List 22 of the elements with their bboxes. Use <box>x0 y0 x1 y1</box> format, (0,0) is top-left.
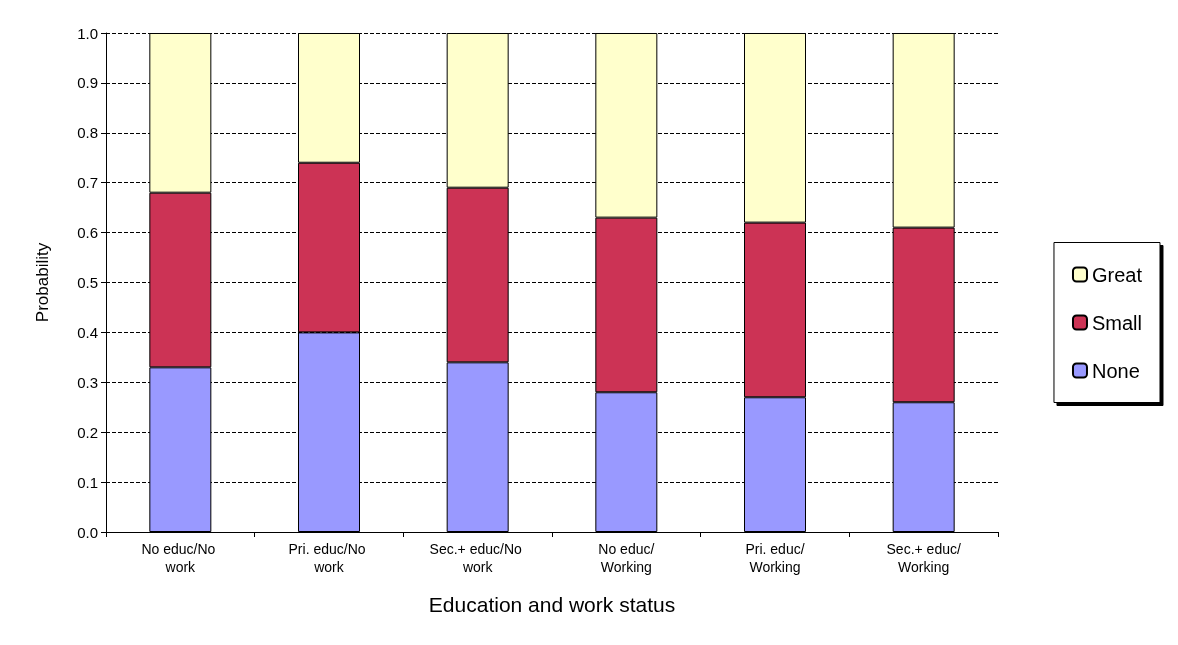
legend-label: Great <box>1091 263 1143 286</box>
legend-label: Small <box>1091 311 1142 334</box>
x-tick-label: Sec.+ educ/No work <box>429 541 526 575</box>
x-tick-label: No educ/Working <box>598 541 655 575</box>
y-axis-title: Probability <box>33 242 52 323</box>
x-tick-label: No educ/No work <box>141 541 220 575</box>
y-tick-label: 0.2 <box>77 423 98 441</box>
x-tick-label: Pri. educ/No work <box>288 541 370 575</box>
y-tick-label: 0.4 <box>77 323 98 341</box>
y-tick-label: 1.0 <box>77 24 98 42</box>
y-tick-label: 0.6 <box>77 224 98 242</box>
y-tick-label: 0.0 <box>77 523 98 541</box>
y-tick-label: 0.9 <box>77 74 98 92</box>
x-tick-label: Sec.+ educ/Working <box>886 541 961 575</box>
y-tick-label: 0.5 <box>77 274 98 291</box>
y-tick-label: 0.7 <box>77 174 98 192</box>
x-tick-label: Pri. educ/Working <box>745 541 805 575</box>
y-tick-label: 0.1 <box>77 473 98 491</box>
y-tick-label: 0.8 <box>77 124 98 142</box>
y-tick-label: 0.3 <box>77 373 98 391</box>
legend-label: None <box>1091 359 1140 382</box>
x-axis-title: Education and work status <box>428 593 676 616</box>
